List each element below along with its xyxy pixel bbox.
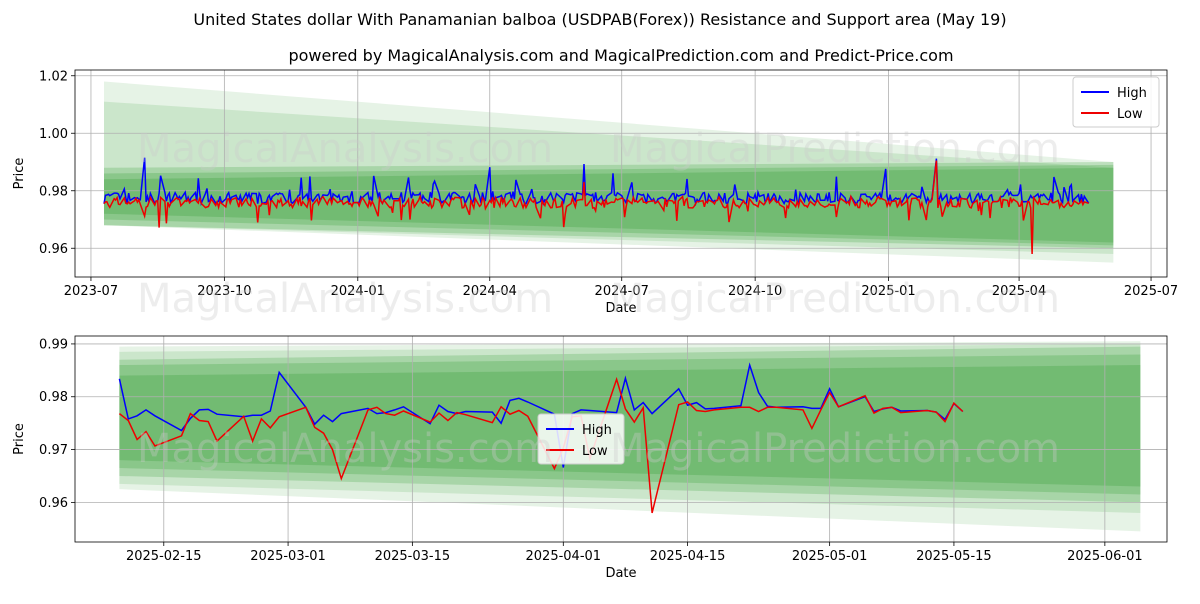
series-low-line bbox=[103, 160, 1089, 255]
watermark-bottom-left: MagicalAnalysis.com bbox=[137, 426, 553, 472]
band-2 bbox=[104, 101, 1114, 254]
watermark-top-right: MagicalPrediction.com bbox=[610, 126, 1060, 172]
watermark-mid-right: MagicalPrediction.com bbox=[610, 276, 1060, 322]
band-5 bbox=[119, 365, 1141, 487]
y-tick-label: 1.02 bbox=[39, 69, 68, 84]
y-axis-label: Price bbox=[12, 158, 27, 190]
y-tick-label: 0.96 bbox=[39, 242, 68, 257]
plot-frame bbox=[74, 69, 1168, 278]
bottom-panel: 2025-02-15 2025-03-01 2025-03-15 2025-04-01… bbox=[12, 335, 1168, 581]
x-tick-label: 2025-05-01 bbox=[792, 549, 868, 564]
x-tick-label: 2024-07 bbox=[595, 284, 649, 299]
legend-label-high: High bbox=[1117, 86, 1147, 101]
x-tick-label: 2024-04 bbox=[463, 284, 517, 299]
x-tick-label: 2025-04-01 bbox=[526, 549, 602, 564]
band-3 bbox=[104, 162, 1114, 249]
legend: High Low bbox=[1072, 76, 1160, 128]
chart-subtitle: powered by MagicalAnalysis.com and Magic… bbox=[288, 46, 953, 65]
band-4 bbox=[104, 164, 1114, 246]
y-tick-label: 0.97 bbox=[39, 443, 68, 458]
band-4 bbox=[119, 354, 1141, 495]
watermark-mid-left: MagicalAnalysis.com bbox=[137, 276, 553, 322]
x-tick-label: 2025-02-15 bbox=[126, 549, 202, 564]
plot-frame bbox=[74, 335, 1168, 543]
x-axis-label: Date bbox=[605, 301, 636, 316]
x-tick-label: 2023-07 bbox=[64, 284, 118, 299]
plot-area bbox=[75, 70, 1167, 277]
band-5 bbox=[104, 167, 1114, 243]
x-tick-label: 2024-01 bbox=[331, 284, 385, 299]
x-tick-label: 2023-10 bbox=[197, 284, 251, 299]
series-high-line bbox=[103, 157, 1090, 207]
band-1 bbox=[119, 341, 1141, 532]
x-tick-label: 2025-07 bbox=[1124, 284, 1178, 299]
legend-label-low: Low bbox=[1117, 107, 1143, 122]
x-tick-label: 2025-06-01 bbox=[1067, 549, 1143, 564]
x-tick-label: 2025-03-15 bbox=[375, 549, 451, 564]
x-tick-label: 2025-03-01 bbox=[250, 549, 326, 564]
top-panel: 2023-07 2023-10 2024-01 2024-04 2024-07 2024-… bbox=[12, 69, 1178, 316]
legend-box bbox=[537, 413, 625, 465]
band-1 bbox=[104, 81, 1114, 263]
chart-title: United States dollar With Panamanian bal… bbox=[193, 10, 1006, 29]
x-tick-label: 2025-05-15 bbox=[916, 549, 992, 564]
band-3 bbox=[119, 346, 1141, 503]
legend-label-low: Low bbox=[582, 444, 608, 459]
y-tick-label: 1.00 bbox=[39, 127, 68, 142]
y-tick-label: 0.98 bbox=[39, 390, 68, 405]
y-axis-label: Price bbox=[12, 423, 27, 455]
legend-label-high: High bbox=[582, 423, 612, 438]
x-tick-label: 2024-10 bbox=[728, 284, 782, 299]
series-high-line bbox=[118, 362, 964, 468]
y-tick-label: 0.98 bbox=[39, 184, 68, 199]
y-tick-label: 0.99 bbox=[39, 337, 68, 352]
x-tick-label: 2025-01 bbox=[861, 284, 915, 299]
y-tick-label: 0.96 bbox=[39, 496, 68, 511]
legend-box bbox=[1072, 76, 1160, 128]
band-2 bbox=[119, 343, 1141, 513]
watermark-bottom-right: MagicalPrediction.com bbox=[610, 426, 1060, 472]
x-tick-label: 2025-04 bbox=[992, 284, 1046, 299]
x-axis-label: Date bbox=[605, 566, 636, 581]
x-tick-label: 2025-04-15 bbox=[650, 549, 726, 564]
watermark-top-left: MagicalAnalysis.com bbox=[137, 126, 553, 172]
legend: High Low bbox=[537, 413, 625, 465]
